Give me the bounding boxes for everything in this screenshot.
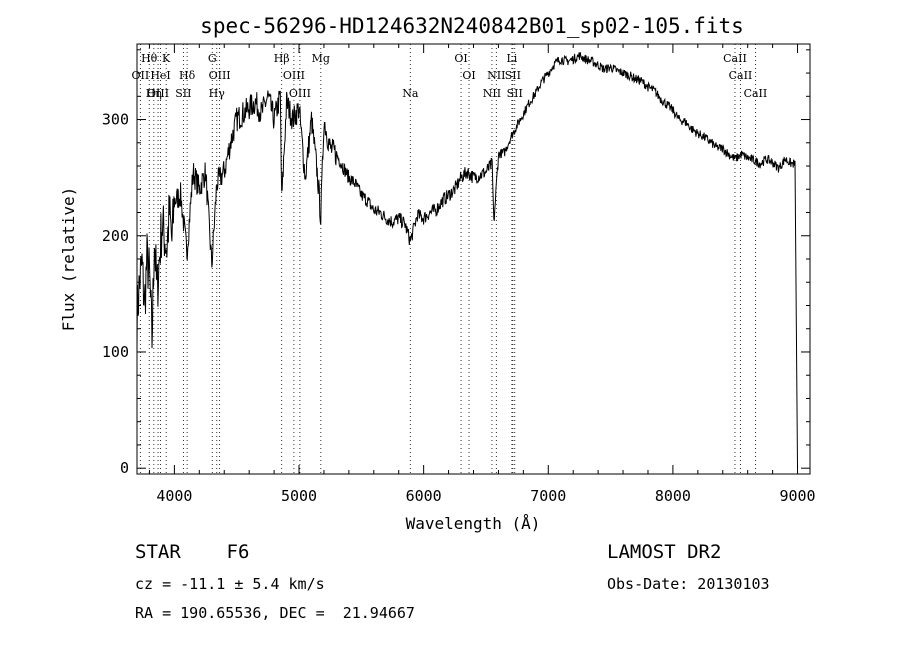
- line-label: NII: [483, 87, 501, 100]
- x-axis-label: Wavelength (Å): [406, 514, 541, 533]
- line-label: Mg: [312, 52, 330, 65]
- line-label: Hθ: [141, 52, 158, 65]
- line-label: CaII: [723, 52, 747, 65]
- y-axis-label: Flux (relative): [59, 187, 78, 332]
- survey-name: LAMOST DR2: [607, 541, 722, 563]
- observation-date: Obs-Date: 20130103: [607, 575, 770, 593]
- plot-frame: [136, 43, 811, 475]
- x-axis: 4000 5000 6000 7000 8000 9000: [148, 44, 816, 505]
- line-label: OI: [462, 69, 475, 82]
- line-label: OIII: [209, 69, 231, 82]
- line-label: CaII: [744, 87, 768, 100]
- x-tick-label: 6000: [406, 487, 442, 505]
- y-axis: 0 100 200 300: [102, 49, 810, 477]
- line-label: SII: [175, 87, 191, 100]
- x-tick-label: 8000: [655, 487, 691, 505]
- line-label: Hβ: [274, 52, 290, 65]
- line-label: OIII: [147, 87, 169, 100]
- cz-value: cz = -11.1 ± 5.4 km/s: [135, 575, 325, 593]
- line-label: SII: [507, 87, 523, 100]
- line-label: Na: [402, 87, 419, 100]
- x-tick-label: 9000: [779, 487, 815, 505]
- y-tick-label: 200: [102, 227, 129, 245]
- y-tick-label: 100: [102, 343, 129, 361]
- line-label: Hη: [146, 87, 162, 100]
- line-label: OII: [132, 69, 150, 82]
- line-label: Hδ: [179, 69, 196, 82]
- spectrum-series: [136, 52, 798, 469]
- line-label: Hγ: [209, 87, 226, 100]
- x-tick-label: 5000: [281, 487, 317, 505]
- line-label: HeI: [150, 69, 170, 82]
- line-label: G: [208, 52, 217, 65]
- y-tick-label: 300: [102, 111, 129, 129]
- x-tick-label: 4000: [156, 487, 192, 505]
- x-tick-label: 7000: [530, 487, 566, 505]
- line-label: CaII: [729, 69, 753, 82]
- emission-line-markers: [139, 44, 756, 474]
- y-tick-label: 0: [120, 459, 129, 477]
- line-label: OIII: [283, 69, 305, 82]
- line-label: K: [162, 52, 171, 65]
- line-label: NII: [487, 69, 505, 82]
- object-class: STAR F6: [135, 541, 250, 563]
- coordinates: RA = 190.65536, DEC = 21.94667: [135, 604, 415, 622]
- line-label: OI: [454, 52, 467, 65]
- line-label: Li: [506, 52, 517, 65]
- spectrum-line: [136, 52, 798, 469]
- line-label: OIII: [289, 87, 311, 100]
- line-label: SII: [505, 69, 521, 82]
- chart-title: spec-56296-HD124632N240842B01_sp02-105.f…: [200, 14, 744, 38]
